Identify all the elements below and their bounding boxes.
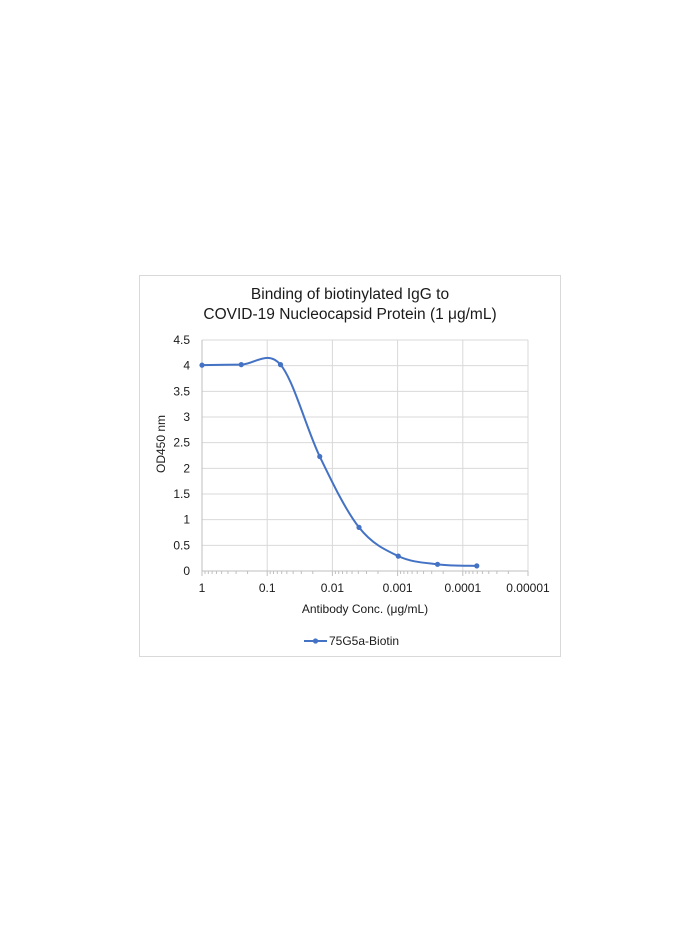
series-layer <box>199 356 480 569</box>
x-axis-title: Antibody Conc. (μg/mL) <box>302 602 428 616</box>
x-tick-label: 0.001 <box>383 581 413 595</box>
y-tick-label: 1 <box>183 513 190 527</box>
data-point <box>199 362 205 368</box>
x-tick-label: 0.00001 <box>506 581 550 595</box>
data-point <box>474 563 480 569</box>
chart-title-line-2: COVID-19 Nucleocapsid Protein (1 μg/mL) <box>203 306 497 323</box>
data-point <box>356 524 362 530</box>
tick-labels: 0 0.5 1 1.5 2 2.5 3 3.5 4 4.5 1 0.1 0.01 0.001 0.0001 0… <box>173 333 550 595</box>
data-point <box>317 453 323 460</box>
data-point <box>238 362 244 368</box>
y-tick-label: 3 <box>183 410 190 424</box>
y-tick-label: 4 <box>183 359 190 373</box>
data-point <box>395 553 401 559</box>
y-tick-label: 0.5 <box>173 538 190 552</box>
chart-frame: Binding of biotinylated IgG to COVID-19 … <box>139 275 561 657</box>
legend: 75G5a-Biotin <box>304 634 399 648</box>
x-tick-label: 1 <box>199 581 206 595</box>
y-tick-label: 0 <box>183 564 190 578</box>
line-chart: 0 0.5 1 1.5 2 2.5 3 3.5 4 4.5 1 0.1 0.01 0.001 0.0001 0… <box>154 333 550 648</box>
x-tick-label: 0.01 <box>321 581 345 595</box>
series-line-75g5a-biotin <box>201 356 477 567</box>
x-tick-label: 0.1 <box>259 581 276 595</box>
legend-marker <box>312 638 319 644</box>
y-tick-label: 1.5 <box>173 487 190 501</box>
chart-title-line-1: Binding of biotinylated IgG to <box>250 286 450 303</box>
data-point <box>434 561 441 567</box>
y-tick-label: 4.5 <box>173 333 190 347</box>
x-tick-label: 0.0001 <box>444 581 481 595</box>
data-point <box>277 362 284 368</box>
gridlines <box>202 339 529 571</box>
axes <box>201 340 529 576</box>
y-tick-label: 2 <box>183 461 190 475</box>
y-axis-title: OD450 nm <box>154 415 168 473</box>
y-tick-label: 3.5 <box>173 384 190 398</box>
y-tick-label: 2.5 <box>173 436 190 450</box>
legend-label-75g5a-biotin: 75G5a-Biotin <box>329 634 399 648</box>
